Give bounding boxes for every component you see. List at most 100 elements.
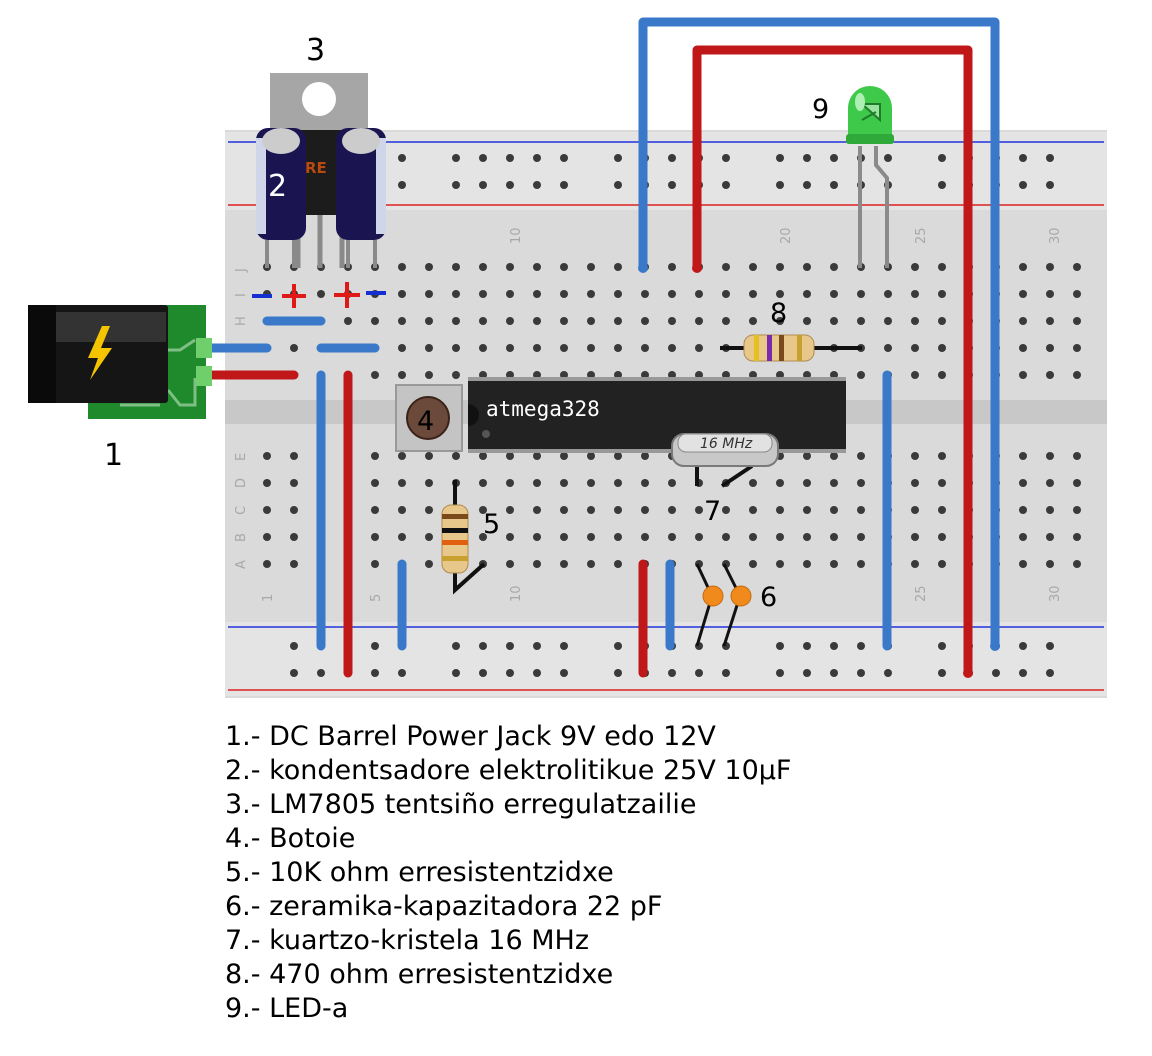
crystal-leg (720, 464, 754, 488)
breadboard-hole (452, 290, 460, 298)
breadboard-hole (1019, 317, 1027, 325)
breadboard-hole (290, 669, 298, 677)
breadboard-hole (1046, 154, 1054, 162)
breadboard-hole (533, 344, 541, 352)
chip-body (468, 380, 846, 451)
breadboard-hole (776, 533, 784, 541)
legend-item: 9.- LED-a (225, 993, 349, 1024)
led-leg (874, 146, 889, 268)
voltage-regulator: RE (270, 73, 368, 268)
breadboard-hole (290, 344, 298, 352)
jack-pad (196, 338, 212, 358)
breadboard-hole (290, 479, 298, 487)
breadboard-hole (317, 669, 325, 677)
breadboard-hole (479, 154, 487, 162)
breadboard-hole (857, 642, 865, 650)
breadboard-hole (722, 506, 730, 514)
capacitor-stripe (376, 138, 386, 234)
label-ceramic-caps: 6 (760, 582, 777, 613)
breadboard-hole (668, 669, 676, 677)
breadboard-hole (776, 642, 784, 650)
breadboard-hole (884, 344, 892, 352)
capacitor-stripe (256, 138, 266, 234)
breadboard-hole (911, 560, 919, 568)
led-highlight (855, 93, 865, 111)
column-number: 25 (914, 227, 929, 244)
breadboard-hole (533, 452, 541, 460)
breadboard-hole (776, 317, 784, 325)
breadboard-hole (857, 479, 865, 487)
label-capacitors: 2 (268, 169, 287, 204)
legend-item: 7.- kuartzo-kristela 16 MHz (225, 925, 590, 956)
capacitor-top (262, 128, 300, 154)
breadboard-hole (938, 181, 946, 189)
red-overhead-wire (692, 45, 973, 673)
breadboard-hole (776, 263, 784, 271)
breadboard-hole (830, 669, 838, 677)
breadboard-hole (479, 181, 487, 189)
legend-item: 4.- Botoie (225, 823, 356, 854)
breadboard-hole (425, 344, 433, 352)
breadboard-hole (1073, 479, 1081, 487)
breadboard-hole (641, 533, 649, 541)
breadboard-hole (479, 533, 487, 541)
breadboard-hole (533, 317, 541, 325)
breadboard-hole (830, 642, 838, 650)
breadboard-hole (803, 642, 811, 650)
breadboard-hole (614, 669, 622, 677)
column-number: 20 (779, 227, 794, 244)
breadboard-hole (776, 290, 784, 298)
breadboard-hole (398, 479, 406, 487)
breadboard-hole (560, 479, 568, 487)
breadboard-hole (533, 506, 541, 514)
breadboard-hole (1046, 669, 1054, 677)
breadboard-hole (371, 669, 379, 677)
column-number: 25 (914, 585, 929, 602)
breadboard-hole (668, 154, 676, 162)
breadboard-hole (290, 506, 298, 514)
breadboard-hole (425, 452, 433, 460)
led-rim (846, 134, 894, 144)
breadboard-hole (506, 533, 514, 541)
breadboard-hole (452, 669, 460, 677)
breadboard-hole (317, 290, 325, 298)
breadboard-hole (560, 560, 568, 568)
breadboard-hole (479, 642, 487, 650)
breadboard-hole (533, 181, 541, 189)
breadboard-hole (884, 154, 892, 162)
breadboard-hole (938, 371, 946, 379)
plus-sign (282, 284, 306, 308)
column-number: 30 (1048, 585, 1063, 602)
breadboard-hole (290, 533, 298, 541)
breadboard-hole (776, 181, 784, 189)
breadboard-hole (560, 452, 568, 460)
blue-overhead-wire (638, 17, 1000, 646)
breadboard-hole (722, 669, 730, 677)
breadboard-hole (992, 669, 1000, 677)
breadboard-hole (857, 371, 865, 379)
breadboard-hole (830, 506, 838, 514)
breadboard-hole (830, 290, 838, 298)
breadboard-hole (506, 479, 514, 487)
breadboard-hole (398, 317, 406, 325)
breadboard-hole (803, 181, 811, 189)
breadboard-hole (938, 317, 946, 325)
breadboard-hole (1019, 560, 1027, 568)
breadboard-hole (371, 317, 379, 325)
breadboard-hole (938, 506, 946, 514)
column-number: 10 (509, 227, 524, 244)
breadboard-hole (533, 560, 541, 568)
breadboard-hole (533, 533, 541, 541)
breadboard-hole (506, 452, 514, 460)
crystal-top (677, 433, 773, 453)
breadboard-hole (803, 506, 811, 514)
breadboard-hole (749, 560, 757, 568)
breadboard-hole (1046, 263, 1054, 271)
breadboard-hole (425, 290, 433, 298)
breadboard-hole (506, 642, 514, 650)
breadboard-hole (371, 642, 379, 650)
breadboard-hole (1073, 317, 1081, 325)
breadboard-hole (506, 263, 514, 271)
breadboard-hole (1073, 560, 1081, 568)
breadboard-hole (1019, 371, 1027, 379)
